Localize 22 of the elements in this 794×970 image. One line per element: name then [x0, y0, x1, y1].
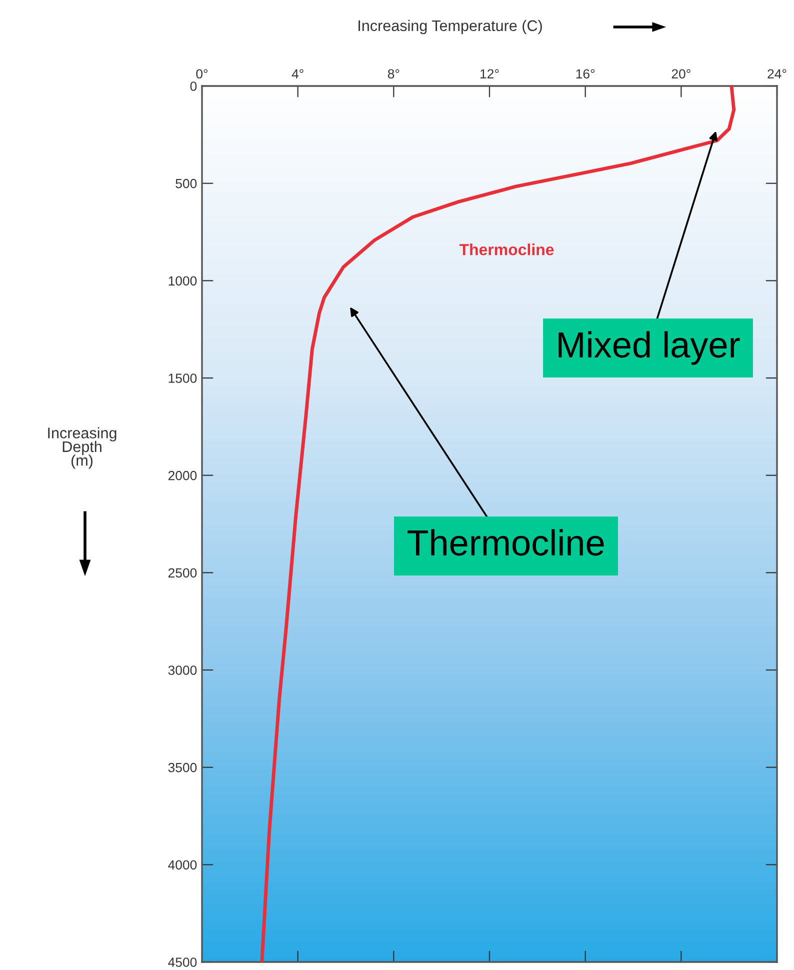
- y-tick-label: 4000: [168, 860, 197, 870]
- y-tick-label: 3000: [168, 666, 197, 675]
- x-tick-label: 24°: [768, 69, 786, 78]
- y-tick-label: 0: [190, 82, 197, 91]
- annotation: Mixed layer: [558, 331, 740, 365]
- y-tick-label: 4500: [168, 958, 197, 967]
- x-tick-label: 0°: [196, 69, 208, 79]
- annotation: Thermocline: [459, 244, 554, 256]
- x-tick-label: 16°: [576, 69, 595, 79]
- annotation: Thermocline: [407, 529, 604, 556]
- y-tick-label: 2500: [168, 568, 197, 578]
- y-tick-label: 500: [176, 178, 197, 188]
- y-tick-label: 3500: [168, 762, 197, 772]
- y-tick-label: 1000: [168, 276, 197, 286]
- x-axis-title: Increasing Temperature (C): [358, 20, 542, 34]
- y-tick-label: 2000: [168, 470, 197, 480]
- y-tick-label: 1500: [168, 374, 197, 383]
- x-tick-label: 20°: [672, 69, 690, 79]
- y-axis-title: Increasing Depth (m): [48, 427, 116, 469]
- x-tick-label: 8°: [388, 69, 400, 79]
- x-tick-label: 4°: [292, 69, 304, 78]
- x-tick-label: 12°: [480, 69, 499, 78]
